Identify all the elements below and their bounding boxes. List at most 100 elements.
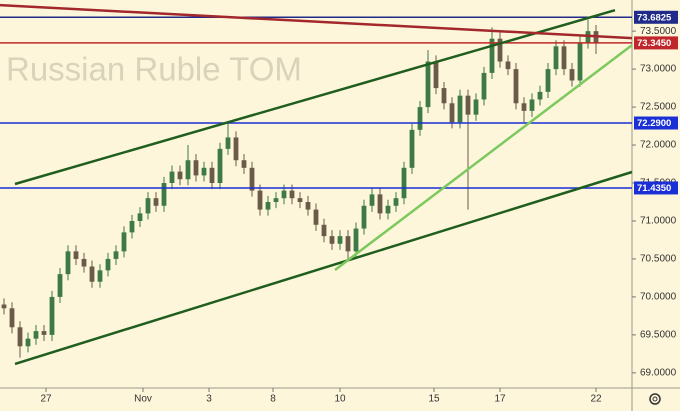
candle-body bbox=[353, 228, 359, 252]
y-tick-label: 69.0000 bbox=[640, 367, 677, 378]
candle-body bbox=[393, 198, 399, 206]
candle-body bbox=[177, 171, 183, 180]
candle-body bbox=[89, 266, 95, 282]
candle-body bbox=[337, 236, 343, 244]
level-badge bbox=[634, 181, 678, 195]
candle-body bbox=[161, 183, 167, 206]
candle-body bbox=[169, 171, 175, 184]
candle-body bbox=[49, 296, 55, 335]
candle-body bbox=[409, 129, 415, 168]
candle-body bbox=[73, 251, 79, 259]
level-label: 73.3450 bbox=[637, 38, 671, 49]
candle-body bbox=[481, 72, 487, 100]
candle-body bbox=[129, 220, 135, 233]
candle-body bbox=[153, 198, 159, 206]
candle-body bbox=[265, 201, 271, 210]
y-tick-label: 73.5000 bbox=[640, 26, 677, 37]
candle-body bbox=[1, 304, 7, 309]
candle-body bbox=[577, 42, 583, 81]
x-tick-label: 10 bbox=[334, 394, 346, 405]
y-tick-label: 72.5000 bbox=[640, 102, 677, 113]
candle-body bbox=[465, 95, 471, 115]
candle-body bbox=[209, 167, 215, 184]
candle-body bbox=[545, 69, 551, 92]
candle-body bbox=[57, 274, 63, 297]
candle-body bbox=[377, 194, 383, 214]
level-badge bbox=[634, 36, 678, 50]
candle-body bbox=[145, 198, 151, 214]
candle-body bbox=[257, 190, 263, 210]
y-tick-label: 72.0000 bbox=[640, 140, 677, 151]
x-tick-label: 15 bbox=[428, 394, 440, 405]
candle-body bbox=[233, 137, 239, 161]
candle-body bbox=[217, 148, 223, 184]
x-tick-label: 8 bbox=[270, 394, 276, 405]
candle-body bbox=[569, 69, 575, 81]
candle-body bbox=[297, 198, 303, 202]
watermark: Russian Ruble TOM bbox=[6, 51, 302, 88]
candle-body bbox=[97, 270, 103, 282]
candle-body bbox=[185, 160, 191, 180]
candle-body bbox=[137, 213, 143, 221]
x-tick-label: 22 bbox=[590, 394, 602, 405]
candle-body bbox=[121, 232, 127, 252]
candle-body bbox=[249, 167, 255, 191]
candle-body bbox=[457, 95, 463, 123]
candle-body bbox=[201, 167, 207, 176]
plot-area bbox=[0, 3, 633, 366]
candle-body bbox=[537, 91, 543, 100]
candle-body bbox=[329, 236, 335, 244]
candle-body bbox=[425, 61, 431, 108]
candle-body bbox=[441, 88, 447, 104]
level-label: 72.2900 bbox=[637, 118, 671, 129]
level-badge bbox=[634, 116, 678, 130]
candle-body bbox=[33, 331, 39, 339]
candle-body bbox=[193, 160, 199, 176]
candle-body bbox=[241, 160, 247, 168]
candle-body bbox=[401, 167, 407, 199]
candle-body bbox=[25, 338, 31, 347]
candle-body bbox=[497, 38, 503, 62]
x-tick-label: 17 bbox=[494, 394, 506, 405]
y-tick-label: 73.0000 bbox=[640, 64, 677, 75]
candle-body bbox=[345, 236, 351, 252]
settings-icon[interactable] bbox=[649, 393, 661, 405]
candle-body bbox=[225, 137, 231, 149]
candle-body bbox=[449, 103, 455, 123]
candle-body bbox=[369, 194, 375, 206]
trend-line bbox=[334, 44, 633, 271]
candle-body bbox=[505, 61, 511, 70]
x-tick-label: Nov bbox=[134, 394, 152, 405]
candle-body bbox=[273, 198, 279, 202]
x-tick-label: 3 bbox=[206, 394, 212, 405]
trend-line bbox=[14, 8, 616, 186]
candle-body bbox=[17, 327, 23, 347]
candle-body bbox=[289, 190, 295, 199]
candle-body bbox=[561, 46, 567, 70]
y-tick-label: 71.0000 bbox=[640, 216, 677, 227]
x-tick-label: 27 bbox=[40, 394, 52, 405]
candle-body bbox=[433, 61, 439, 89]
candle-body bbox=[513, 69, 519, 104]
candle-body bbox=[321, 224, 327, 237]
candle-body bbox=[361, 205, 367, 229]
candle-body bbox=[489, 38, 495, 73]
level-label: 71.4350 bbox=[637, 183, 671, 194]
candle-body bbox=[473, 99, 479, 115]
level-badge bbox=[634, 10, 678, 24]
candle-body bbox=[529, 99, 535, 111]
candle-body bbox=[105, 258, 111, 271]
trend-line bbox=[14, 170, 633, 366]
candle-body bbox=[281, 190, 287, 199]
candle-body bbox=[385, 205, 391, 214]
level-label: 73.6825 bbox=[637, 12, 672, 23]
y-tick-label: 70.5000 bbox=[640, 254, 677, 265]
candle-body bbox=[417, 107, 423, 130]
candle-body bbox=[65, 251, 71, 275]
trend-line bbox=[0, 3, 633, 40]
y-tick-label: 70.0000 bbox=[640, 292, 677, 303]
candle-body bbox=[521, 103, 527, 111]
candle-body bbox=[81, 258, 87, 267]
candle-body bbox=[113, 251, 119, 259]
